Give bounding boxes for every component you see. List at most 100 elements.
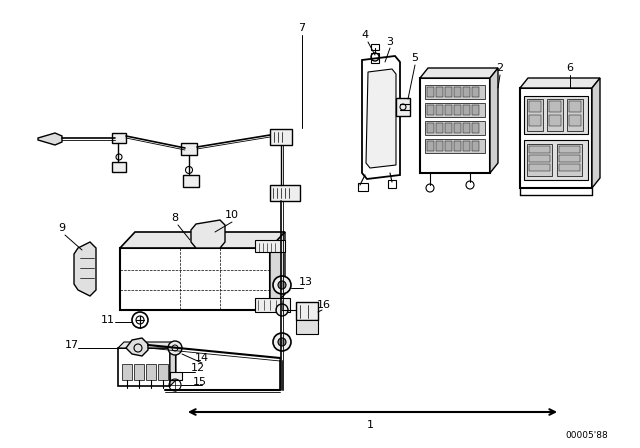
Bar [371, 53, 379, 63]
Bar [436, 123, 443, 133]
Bar [454, 123, 461, 133]
Bar [463, 105, 470, 115]
Bar [134, 364, 144, 380]
Circle shape [278, 281, 286, 289]
Polygon shape [420, 68, 498, 78]
Bar [118, 348, 170, 386]
Bar [396, 98, 410, 116]
Bar [445, 141, 452, 151]
Bar [146, 364, 156, 380]
Bar [454, 141, 461, 151]
Text: 15: 15 [193, 377, 207, 387]
Polygon shape [362, 56, 400, 179]
Circle shape [273, 276, 291, 294]
Polygon shape [38, 133, 62, 145]
Bar [529, 101, 541, 112]
Text: 8: 8 [172, 213, 179, 223]
Polygon shape [120, 232, 285, 248]
Bar [549, 101, 561, 112]
Bar [296, 302, 318, 320]
Bar [557, 144, 582, 176]
Bar [181, 143, 197, 155]
Bar [454, 87, 461, 97]
Bar [427, 141, 434, 151]
Polygon shape [118, 342, 176, 348]
Bar [445, 105, 452, 115]
Bar [436, 141, 443, 151]
Bar [524, 96, 588, 134]
Polygon shape [74, 242, 96, 296]
Text: 12: 12 [191, 363, 205, 373]
Bar [170, 372, 182, 380]
Bar [527, 144, 552, 176]
Bar [158, 364, 168, 380]
Bar [425, 85, 485, 99]
Bar [454, 105, 461, 115]
Bar [436, 105, 443, 115]
Bar [520, 88, 592, 188]
Polygon shape [170, 342, 176, 386]
Bar [463, 141, 470, 151]
Bar [549, 115, 561, 126]
Text: 5: 5 [412, 53, 419, 63]
Bar [524, 140, 588, 180]
Bar [569, 115, 581, 126]
Bar [183, 175, 199, 187]
Bar [445, 123, 452, 133]
Bar [270, 185, 300, 201]
Polygon shape [120, 248, 270, 310]
Bar [425, 103, 485, 117]
Bar [559, 155, 580, 162]
Bar [425, 121, 485, 135]
Text: 00005'88: 00005'88 [565, 431, 608, 439]
Bar [388, 180, 396, 188]
Circle shape [168, 341, 182, 355]
Text: 13: 13 [299, 277, 313, 287]
Bar [527, 99, 543, 131]
Bar [255, 240, 285, 252]
Bar [529, 164, 550, 171]
Bar [529, 146, 550, 153]
Text: 4: 4 [362, 30, 369, 40]
Circle shape [276, 304, 288, 316]
Bar [270, 129, 292, 145]
Bar [472, 123, 479, 133]
Circle shape [273, 333, 291, 351]
Bar [420, 78, 490, 173]
Polygon shape [490, 68, 498, 173]
Bar [371, 44, 379, 50]
Text: 6: 6 [566, 63, 573, 73]
Bar [463, 123, 470, 133]
Bar [472, 141, 479, 151]
Bar [547, 99, 563, 131]
Polygon shape [520, 78, 600, 88]
Text: 17: 17 [65, 340, 79, 350]
Bar [472, 87, 479, 97]
Polygon shape [270, 232, 285, 310]
Text: 10: 10 [225, 210, 239, 220]
Bar [122, 364, 132, 380]
Bar [296, 320, 318, 334]
Bar [445, 87, 452, 97]
Circle shape [278, 338, 286, 346]
Bar [559, 164, 580, 171]
Bar [427, 87, 434, 97]
Text: 2: 2 [497, 63, 504, 73]
Bar [112, 133, 126, 143]
Text: 9: 9 [58, 223, 65, 233]
Text: 11: 11 [101, 315, 115, 325]
Bar [255, 298, 290, 312]
Bar [358, 183, 368, 191]
Bar [463, 87, 470, 97]
Bar [425, 139, 485, 153]
Bar [567, 99, 583, 131]
Polygon shape [592, 78, 600, 188]
Text: 1: 1 [367, 420, 374, 430]
Bar [427, 123, 434, 133]
Bar [529, 155, 550, 162]
Text: 3: 3 [387, 37, 394, 47]
Polygon shape [126, 338, 148, 356]
Polygon shape [366, 69, 396, 168]
Text: 14: 14 [195, 353, 209, 363]
Bar [559, 146, 580, 153]
